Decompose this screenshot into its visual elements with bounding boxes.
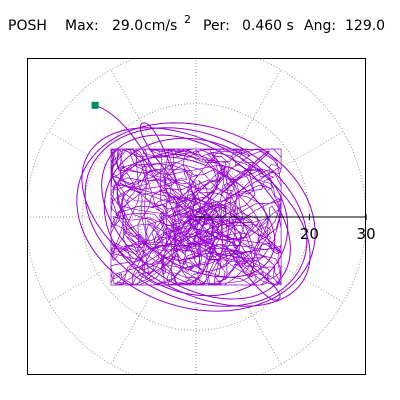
orbit-loop [84, 127, 308, 307]
particle-trace [76, 104, 316, 312]
orbit-loop [81, 127, 311, 307]
max-unit: cm/s [144, 18, 178, 34]
orbit-loop [103, 137, 289, 297]
period-value: 0.460 s [242, 18, 294, 34]
station-code: POSH [8, 18, 47, 34]
orbit-lobe [139, 122, 178, 185]
max-value: 29.0 [112, 18, 144, 34]
header-bar: POSH Max: 29.0 cm/s 2 Per: 0.460 s Ang: … [0, 0, 400, 40]
angle-label: Ang: [304, 18, 337, 34]
core-trace [109, 148, 282, 286]
start-marker [91, 101, 99, 109]
orbit-loop [76, 122, 316, 312]
start-path [94, 104, 157, 173]
grid-spoke [48, 131, 197, 218]
max-unit-exponent: 2 [184, 13, 191, 26]
orbit-lobe [220, 150, 270, 195]
grid-spoke [48, 216, 197, 303]
max-label: Max: [65, 18, 99, 34]
angle-value: 129.0 [345, 18, 386, 34]
grid-spoke [195, 216, 344, 303]
orbit-lobe [224, 245, 281, 301]
grid-spoke [195, 69, 282, 218]
grid-spoke [110, 69, 197, 218]
grid-spoke [110, 216, 197, 365]
radial-tick-label: 30 [357, 225, 376, 243]
period-label: Per: [203, 18, 230, 34]
grid-spoke [195, 216, 282, 365]
radial-axis: 20 30 [196, 214, 376, 243]
grid-spoke [195, 131, 344, 218]
radial-tick-label: 20 [300, 225, 319, 243]
start-marker-layer [91, 101, 99, 109]
orbit-loop [116, 156, 276, 278]
